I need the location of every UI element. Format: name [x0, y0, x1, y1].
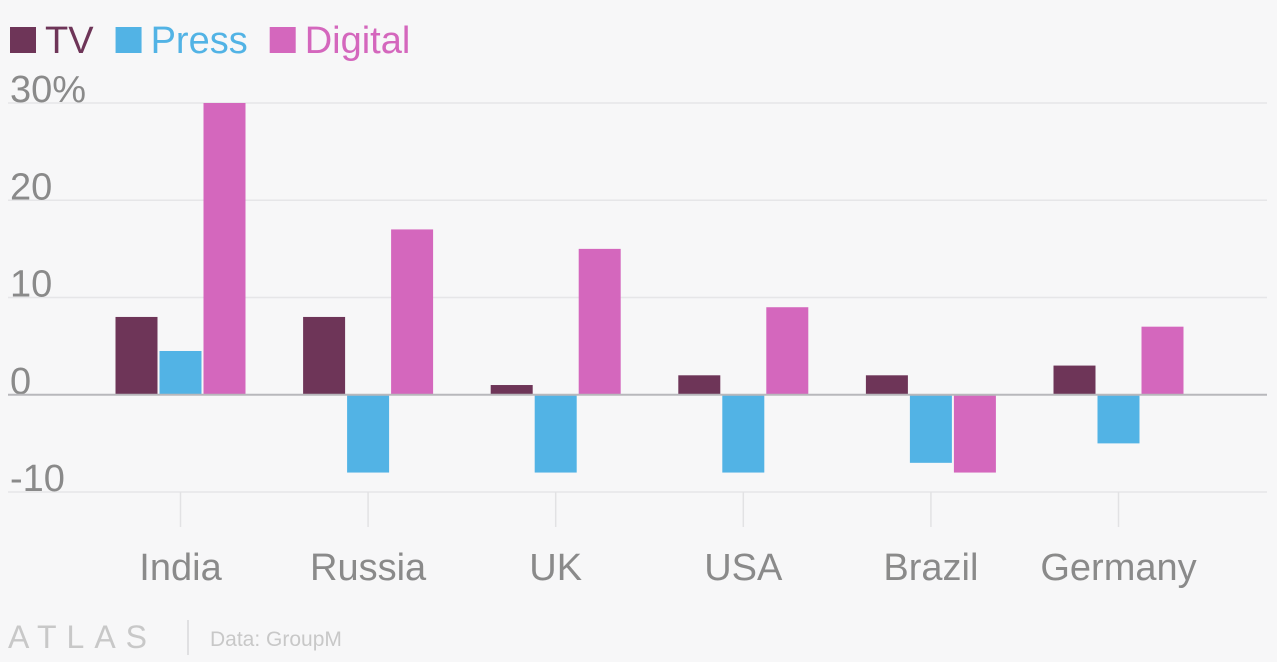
bar-press-germany	[1097, 394, 1140, 444]
bar-press-usa	[722, 394, 765, 473]
legend-label-tv: TV	[45, 20, 94, 62]
legend-label-digital: Digital	[305, 20, 411, 62]
x-tick-label-india: India	[139, 547, 222, 589]
legend-swatch-press	[115, 27, 142, 53]
legend-swatch-digital	[269, 27, 296, 53]
y-tick-label: 0	[10, 361, 31, 403]
source-note: Data: GroupM	[210, 628, 342, 651]
y-tick-label: 20	[10, 166, 52, 208]
x-tick-label-uk: UK	[529, 547, 582, 589]
legend-swatch-tv	[10, 27, 36, 53]
y-tick-label: 10	[10, 264, 52, 306]
atlas-logo: ATLAS	[8, 619, 157, 655]
bar-tv-russia	[303, 316, 346, 395]
x-tick-label-russia: Russia	[310, 547, 427, 589]
bar-digital-brazil	[953, 394, 996, 473]
bar-digital-russia	[391, 229, 434, 395]
bar-tv-india	[115, 316, 158, 395]
bar-press-uk	[534, 394, 577, 473]
bar-digital-india	[203, 103, 246, 395]
bar-tv-usa	[678, 375, 721, 395]
bar-press-india	[159, 350, 202, 395]
x-tick-label-brazil: Brazil	[883, 547, 978, 589]
y-tick-label: 30%	[10, 69, 86, 111]
bar-tv-uk	[490, 385, 533, 395]
bar-tv-germany	[1053, 365, 1096, 395]
legend-label-press: Press	[151, 20, 248, 62]
bar-press-brazil	[909, 394, 952, 463]
y-tick-label: -10	[10, 458, 65, 500]
bar-digital-usa	[766, 307, 809, 395]
bar-press-russia	[347, 394, 390, 473]
x-tick-label-germany: Germany	[1040, 547, 1196, 589]
x-tick-label-usa: USA	[704, 547, 783, 589]
bar-digital-germany	[1141, 326, 1184, 395]
bar-tv-brazil	[865, 375, 908, 395]
bar-digital-uk	[578, 248, 621, 395]
